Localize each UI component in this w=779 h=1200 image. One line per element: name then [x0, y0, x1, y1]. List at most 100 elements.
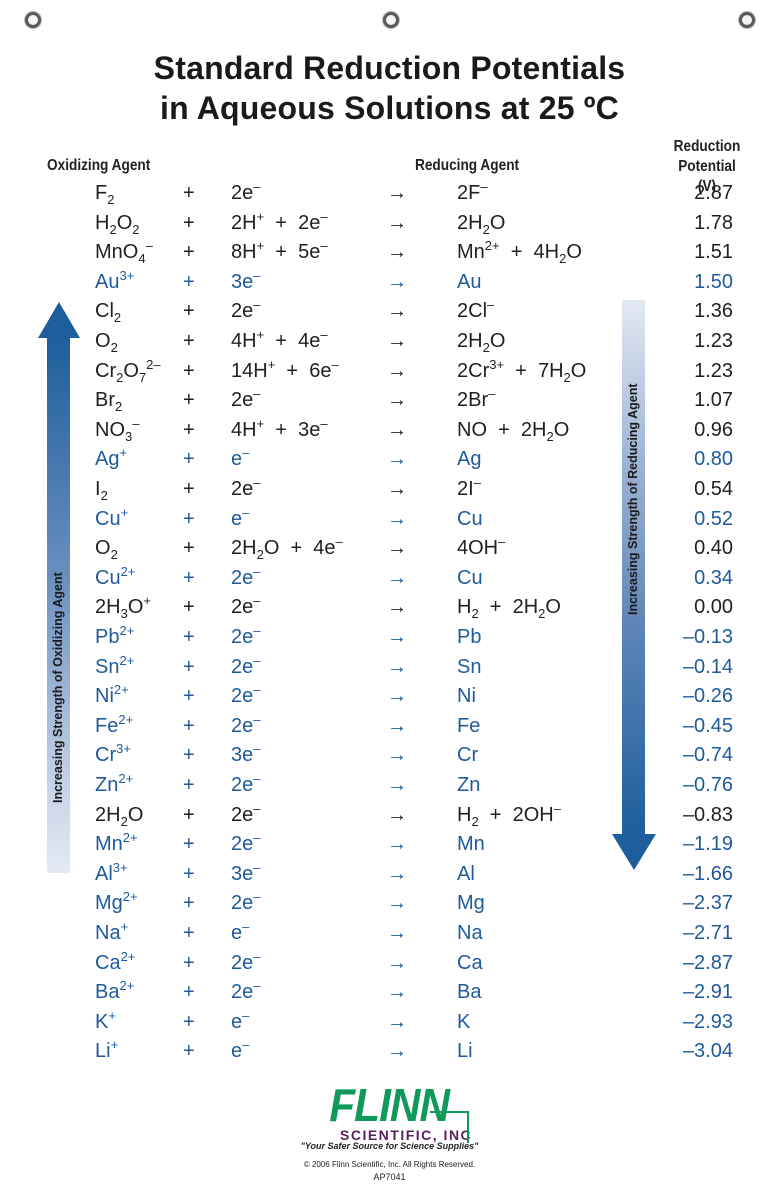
reducing-agent: Ni — [457, 685, 476, 708]
plus-sign: + — [183, 981, 195, 1004]
electrons: 2e– — [231, 652, 261, 678]
oxidizing-agent: Ca2+ — [95, 948, 136, 974]
reducing-agent: Cu — [457, 507, 483, 530]
reduction-potential: –2.71 — [682, 922, 733, 944]
plus-sign: + — [183, 211, 195, 234]
reduction-potential: 0.96 — [694, 418, 733, 441]
header-oxidizing-agent: Oxidizing Agent — [47, 157, 151, 174]
reduction-potential: –2.93 — [682, 1010, 733, 1033]
plus-sign: + — [183, 507, 195, 530]
oxidizing-agent: Fe2+ — [95, 711, 134, 737]
reducing-agent: Cu — [457, 566, 483, 589]
reaction-row: Cu2+ +2e– → Cu 0.34 — [0, 564, 779, 594]
title-line-1: Standard Reduction Potentials — [153, 50, 626, 86]
oxidizing-agent: Au3+ — [95, 267, 135, 293]
copyright: © 2006 Flinn Scientific, Inc. All Rights… — [303, 1160, 476, 1169]
plus-sign: + — [183, 862, 195, 885]
electrons: e– — [231, 919, 250, 944]
reduction-potential: 0.40 — [694, 537, 733, 560]
oxidizing-agent: Cu2+ — [95, 563, 136, 589]
reducing-agent: Mn — [457, 833, 485, 856]
electrons: 8H+ + 5e– — [231, 238, 328, 264]
oxidizing-agent: H2O2 — [95, 211, 140, 237]
electrons: 3e– — [231, 741, 261, 767]
reduction-potential: –0.14 — [682, 655, 733, 678]
header-reducing-agent: Reducing Agent — [415, 157, 520, 174]
reducing-agent: 2H2O — [457, 211, 506, 237]
reduction-potential: 1.51 — [694, 241, 733, 264]
reducing-agent: Au — [457, 270, 482, 293]
electrons: e– — [231, 504, 250, 530]
arrow-down-icon — [612, 834, 656, 870]
reducing-strength-arrow-shaft — [622, 300, 645, 835]
reaction-arrow-icon: → — [387, 596, 407, 619]
reducing-agent: 2Cr3+ + 7H2O — [457, 356, 587, 385]
reaction-arrow-icon: → — [387, 507, 407, 530]
reaction-row: Na+ + e– → Na –2.71 — [0, 919, 779, 949]
plus-sign: + — [183, 389, 195, 412]
electrons: 2e– — [231, 475, 261, 500]
reaction-row: Au3+ +3e– → Au 1.50 — [0, 268, 779, 298]
reducing-agent: 2H2O — [457, 330, 506, 355]
reaction-row: Cl2 +2e– → 2Cl– 1.36 — [0, 297, 779, 327]
plus-sign: + — [183, 566, 195, 589]
oxidizing-agent: MnO4– — [95, 238, 153, 267]
reaction-arrow-icon: → — [387, 389, 407, 412]
reaction-arrow-icon: → — [387, 892, 407, 915]
reaction-arrow-icon: → — [387, 537, 407, 560]
reaction-row: F2 +2e– → 2F– 2.87 — [0, 179, 779, 209]
reduction-potential: –0.26 — [682, 685, 733, 708]
logo-flinn-text: FLINN — [329, 1079, 450, 1131]
reaction-arrow-icon: → — [387, 211, 407, 234]
reaction-row: NO3– +4H+ + 3e– → NO + 2H2O 0.96 — [0, 416, 779, 446]
plus-sign: + — [183, 241, 195, 264]
oxidizing-agent: Zn2+ — [95, 771, 134, 796]
reaction-row: O2 +4H+ + 4e– → 2H2O 1.23 — [0, 327, 779, 357]
reaction-arrow-icon: → — [387, 418, 407, 441]
oxidizing-agent: O2 — [95, 330, 118, 355]
page-title: Standard Reduction Potentials in Aqueous… — [0, 48, 779, 128]
reaction-arrow-icon: → — [387, 300, 407, 323]
electrons: 2H+ + 2e– — [231, 208, 328, 234]
grommet-left — [25, 12, 41, 28]
electrons: 4H+ + 3e– — [231, 415, 328, 441]
reducing-agent: Ba — [457, 981, 482, 1004]
reduction-potential: 2.87 — [694, 182, 733, 204]
reducing-agent: 4OH– — [457, 534, 506, 560]
reaction-arrow-icon: → — [387, 448, 407, 471]
reaction-row: Cr3+ +3e– → Cr –0.74 — [0, 741, 779, 771]
electrons: 2e– — [231, 682, 261, 708]
electrons: 2e– — [231, 889, 261, 915]
plus-sign: + — [183, 833, 195, 856]
reaction-arrow-icon: → — [387, 270, 407, 293]
electrons: e– — [231, 445, 250, 471]
reaction-row: Br2 +2e– → 2Br– 1.07 — [0, 386, 779, 416]
flinn-logo: FLINN SCIENTIFIC, INC — [0, 1079, 779, 1143]
reducing-agent: Sn — [457, 655, 482, 678]
oxidizing-agent: Sn2+ — [95, 652, 135, 678]
plus-sign: + — [183, 951, 195, 974]
plus-sign: + — [183, 655, 195, 678]
grommet-right — [739, 12, 755, 28]
plus-sign: + — [183, 1010, 195, 1033]
reaction-arrow-icon: → — [387, 951, 407, 974]
reaction-row: Mn2+ +2e– → Mn –1.19 — [0, 830, 779, 860]
oxidizing-agent: K+ — [95, 1007, 116, 1033]
oxidizing-agent: Cl2 — [95, 300, 122, 326]
reduction-potential: 0.00 — [694, 596, 733, 619]
reaction-row: Zn2+ +2e– → Zn –0.76 — [0, 771, 779, 801]
oxidizing-agent: Li+ — [95, 1037, 119, 1063]
electrons: 14H+ + 6e– — [231, 356, 339, 382]
reaction-arrow-icon: → — [387, 1010, 407, 1033]
reaction-row: H2O2 +2H+ + 2e– → 2H2O 1.78 — [0, 209, 779, 239]
electrons: e– — [231, 1007, 250, 1033]
reducing-agent: 2I– — [457, 475, 481, 500]
electrons: 2e– — [231, 593, 261, 619]
oxidizing-agent: Mn2+ — [95, 830, 138, 856]
plus-sign: + — [183, 892, 195, 915]
oxidizing-agent: O2 — [95, 537, 118, 563]
electrons: e– — [231, 1037, 250, 1063]
reaction-row: Fe2+ +2e– → Fe –0.45 — [0, 712, 779, 742]
plus-sign: + — [183, 774, 195, 796]
electrons: 2e– — [231, 711, 261, 737]
